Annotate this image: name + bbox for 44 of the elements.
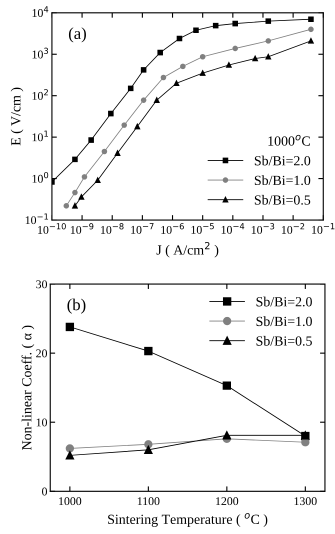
point bbox=[66, 451, 74, 460]
y-tick-label: 10$^{4}$ bbox=[32, 6, 48, 17]
legend-title: 1000$^{o}$C bbox=[268, 134, 310, 146]
x-tick-label: 10$^{−1}$ bbox=[312, 223, 334, 234]
x-tick-label: 10$^{−6}$ bbox=[161, 223, 184, 234]
x-tick-label: 1100 bbox=[138, 497, 160, 506]
point bbox=[222, 431, 232, 440]
x-tick-label: 10$^{−8}$ bbox=[101, 223, 124, 234]
x-axis-title: J ( A/cm$^{2}$ ) bbox=[156, 242, 218, 258]
x-tick-label: 10$^{−5}$ bbox=[191, 223, 214, 234]
y-tick-label: 10$^{2}$ bbox=[32, 89, 48, 100]
legend-label: Sb/Bi=0.5 bbox=[256, 336, 312, 346]
x-tick-label: 10$^{−9}$ bbox=[70, 223, 94, 234]
x-tick-label: 1200 bbox=[216, 497, 238, 506]
legend-label: Sb/Bi=2.0 bbox=[256, 296, 312, 307]
point bbox=[66, 444, 74, 453]
annotation: (a) bbox=[68, 27, 86, 42]
y-tick-label: 10$^{−1}$ bbox=[26, 213, 48, 224]
point bbox=[66, 322, 74, 332]
point bbox=[144, 346, 153, 356]
y-tick-label: 20 bbox=[36, 349, 48, 358]
x-tick-label: 1000 bbox=[59, 497, 82, 506]
point bbox=[222, 381, 232, 390]
annotation: (b) bbox=[67, 298, 86, 314]
y-tick-label: 10$^{0}$ bbox=[32, 172, 48, 183]
y-tick-label: 10$^{3}$ bbox=[32, 48, 48, 58]
y-tick-label: 10 bbox=[36, 418, 48, 426]
x-tick-label: 10$^{−2}$ bbox=[282, 223, 304, 234]
y-tick-label: 0 bbox=[42, 488, 48, 496]
x-tick-label: 10$^{−7}$ bbox=[131, 223, 154, 234]
y-tick-label: 30 bbox=[36, 280, 48, 288]
legend-label: Sb/Bi=1.0 bbox=[254, 175, 310, 186]
legend-label: Sb/Bi=2.0 bbox=[254, 156, 310, 166]
x-tick-label: 1300 bbox=[294, 497, 317, 506]
y-axis-title: Non-linear Coeff. ( α ) bbox=[22, 326, 34, 450]
x-tick-label: 10$^{−3}$ bbox=[252, 223, 274, 234]
y-tick-label: 10$^{1}$ bbox=[32, 130, 48, 142]
legend-label: Sb/Bi=0.5 bbox=[254, 194, 310, 205]
x-tick-label: 10$^{−10}$ bbox=[38, 223, 66, 234]
x-tick-label: 10$^{−4}$ bbox=[222, 223, 244, 234]
x-axis-title: Sintering Temperature ( $^{o}$C ) bbox=[108, 513, 268, 527]
point bbox=[144, 446, 153, 454]
y-axis-title: E ( V/cm ) bbox=[10, 88, 24, 146]
legend-label: Sb/Bi=1.0 bbox=[256, 316, 312, 326]
